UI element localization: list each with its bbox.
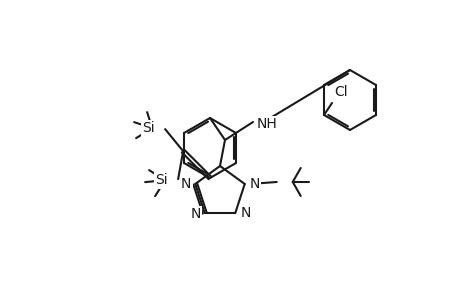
Text: N: N <box>249 177 259 191</box>
Text: N: N <box>240 206 250 220</box>
Text: N: N <box>180 177 191 191</box>
Text: N: N <box>190 207 200 221</box>
Text: Si: Si <box>155 173 168 187</box>
Text: Si: Si <box>142 121 155 135</box>
Text: Cl: Cl <box>333 85 347 99</box>
Text: NH: NH <box>257 117 277 131</box>
